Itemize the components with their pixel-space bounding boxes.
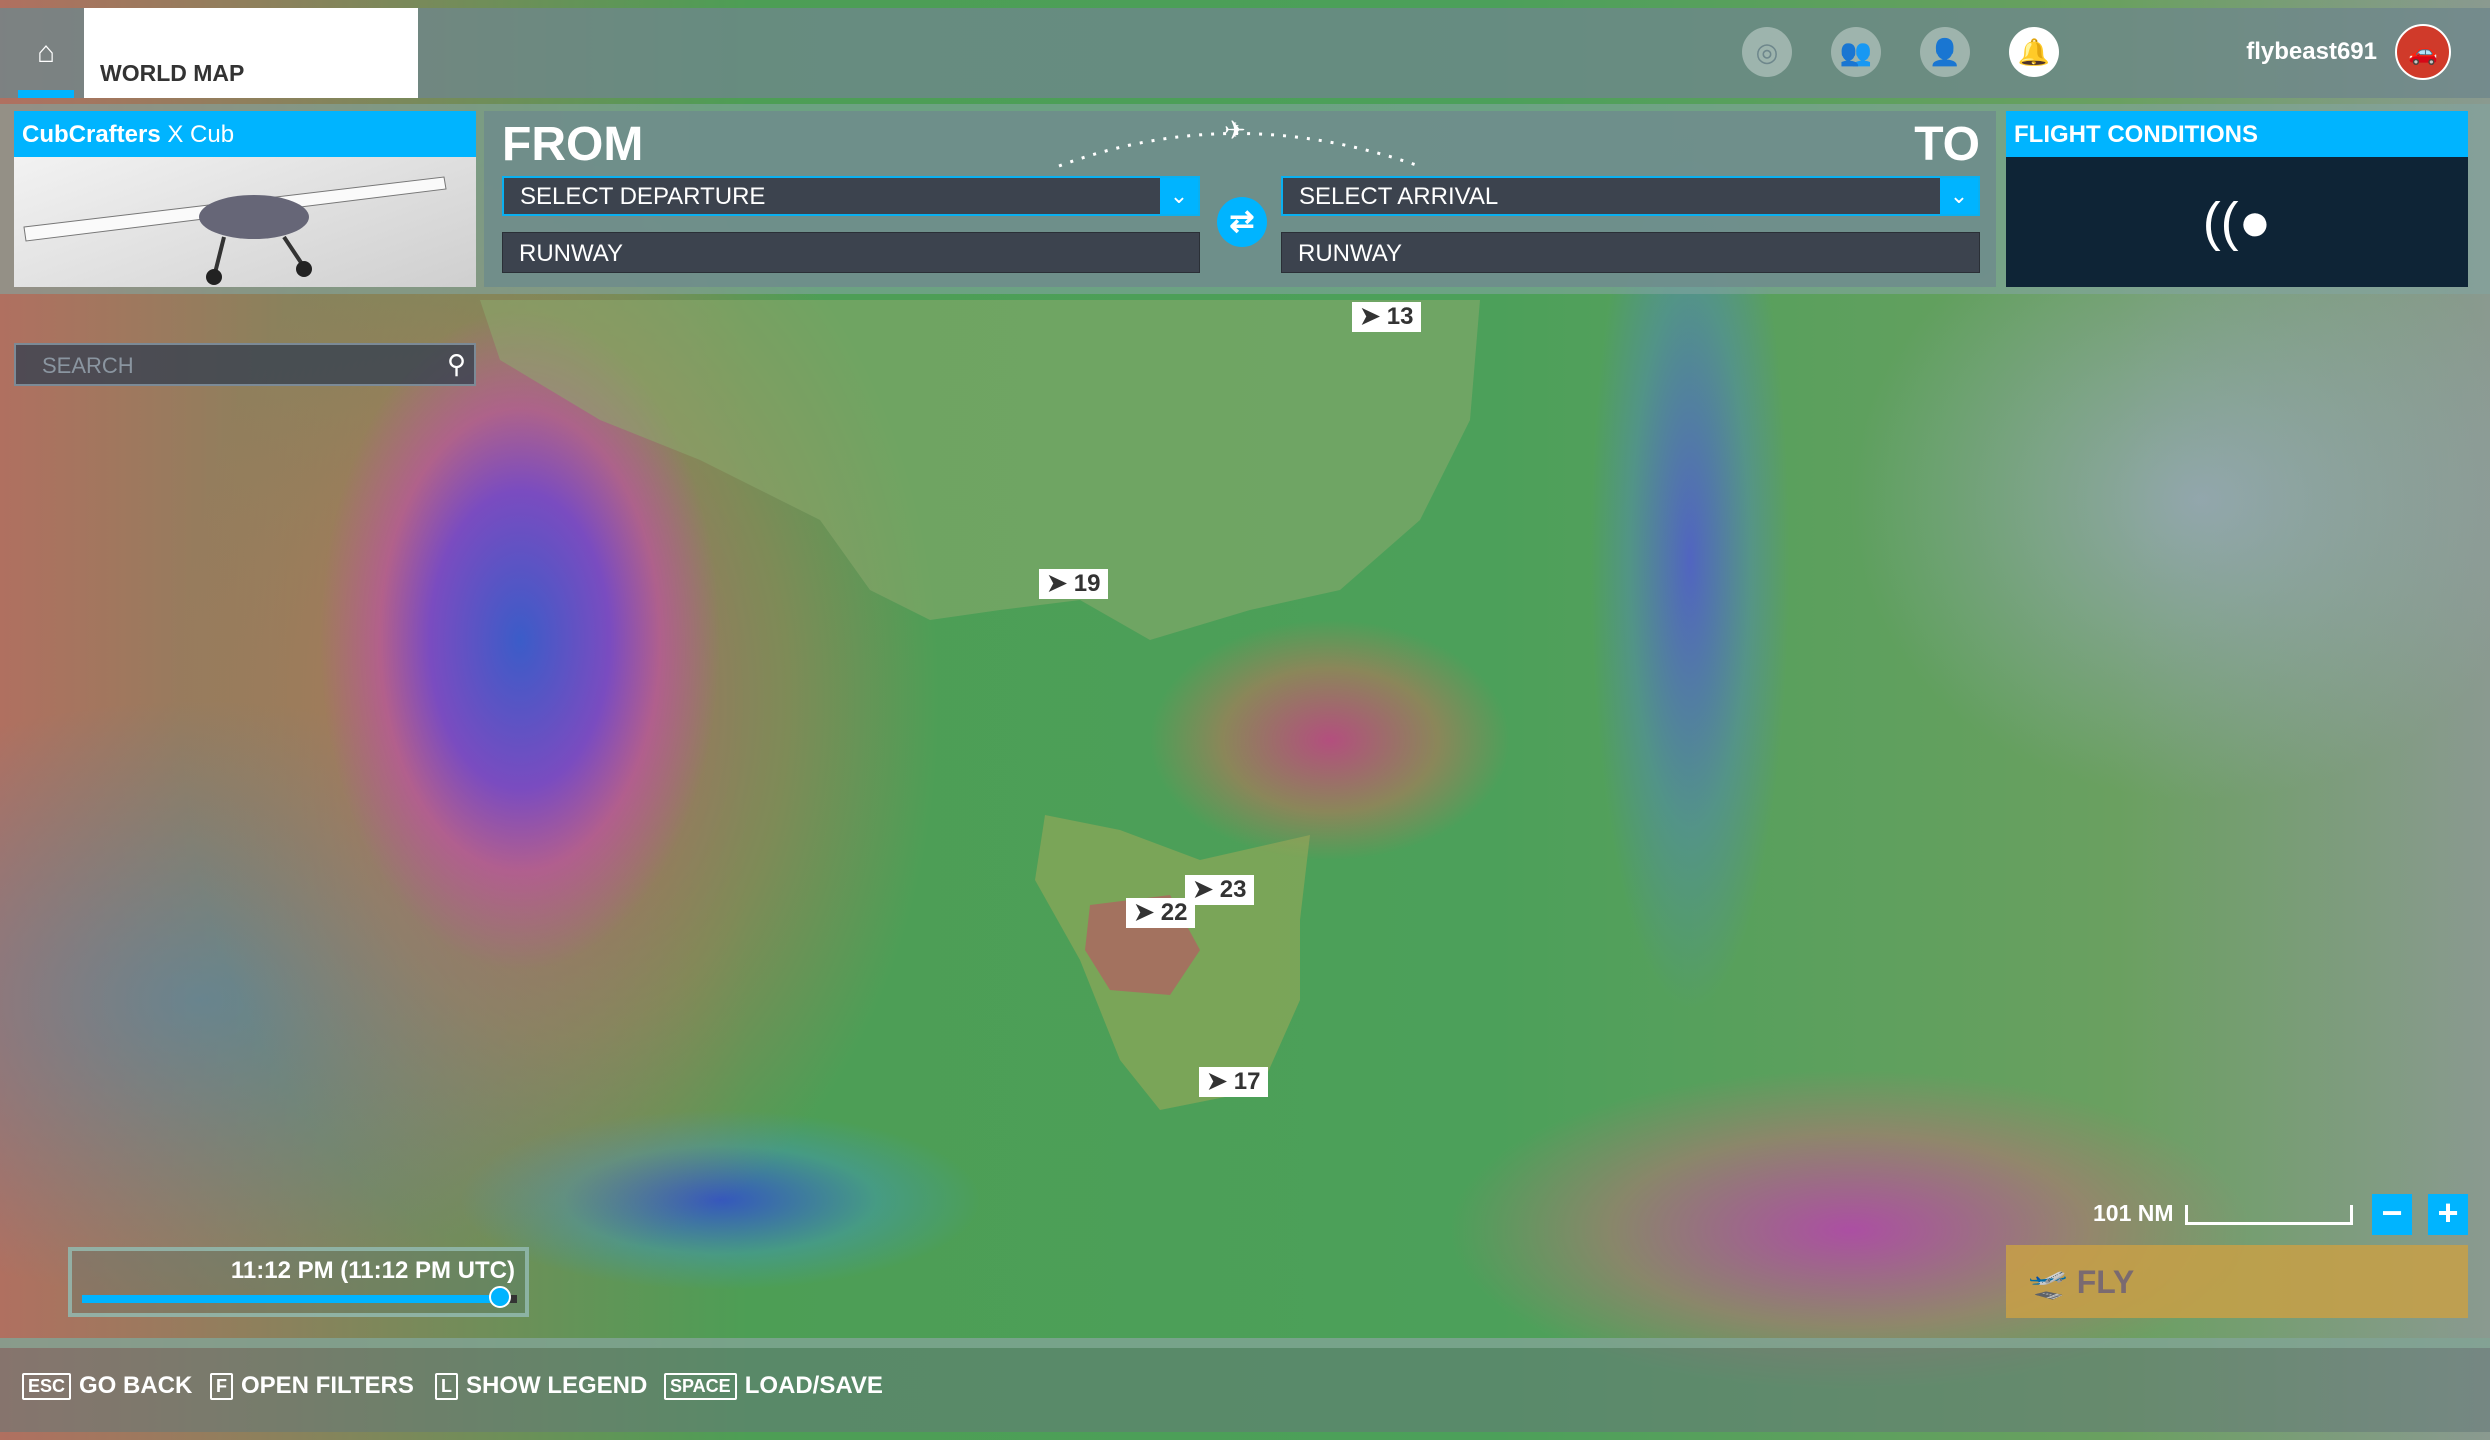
airport-marker[interactable]: ➤ 23 bbox=[1185, 875, 1255, 905]
time-slider[interactable] bbox=[82, 1286, 517, 1308]
search-placeholder: SEARCH bbox=[42, 353, 134, 378]
departure-runway-field[interactable]: RUNWAY bbox=[502, 232, 1200, 273]
notifications-icon[interactable]: 🔔 bbox=[2009, 27, 2059, 77]
bottom-bar bbox=[0, 1338, 2490, 1432]
key-badge: SPACE bbox=[664, 1372, 737, 1400]
route-arc-icon: ✈ bbox=[1058, 115, 1420, 168]
tab-world-map[interactable]: WORLD MAP bbox=[84, 8, 418, 98]
profile-icon[interactable]: 👤 bbox=[1920, 27, 1970, 77]
zoom-out-button[interactable]: − bbox=[2372, 1194, 2412, 1235]
key-badge: ESC bbox=[22, 1372, 72, 1400]
active-indicator bbox=[18, 90, 74, 98]
key-badge: F bbox=[210, 1372, 233, 1400]
marker-count: 19 bbox=[1073, 570, 1101, 597]
map-scale-label: 101 NM bbox=[2093, 1200, 2174, 1226]
zoom-in-button[interactable]: + bbox=[2428, 1194, 2468, 1235]
avatar[interactable]: 🚗 bbox=[2395, 24, 2451, 80]
departure-select[interactable]: SELECT DEPARTURE ⌄ bbox=[502, 176, 1200, 216]
search-input[interactable]: SEARCH ⚲ bbox=[14, 343, 476, 386]
from-label: FROM bbox=[502, 118, 644, 171]
username[interactable]: flybeast691 bbox=[2246, 38, 2377, 65]
hint-load-save[interactable]: SPACE LOAD/SAVE bbox=[664, 1372, 883, 1400]
hint-go-back[interactable]: ESC GO BACK bbox=[22, 1372, 192, 1400]
departure-value: SELECT DEPARTURE bbox=[520, 183, 766, 210]
home-icon: ⌂ bbox=[36, 36, 56, 69]
aircraft-card[interactable]: CubCrafters X Cub bbox=[14, 111, 476, 287]
chevron-down-icon[interactable]: ⌄ bbox=[1160, 178, 1198, 214]
search-icon[interactable]: ⚲ bbox=[446, 349, 466, 379]
hint-label: SHOW LEGEND bbox=[466, 1372, 648, 1399]
hint-label: GO BACK bbox=[79, 1372, 193, 1399]
friends-icon[interactable]: 👥 bbox=[1831, 27, 1881, 77]
flight-conditions-title: FLIGHT CONDITIONS bbox=[2006, 111, 2468, 157]
time-slider-fill bbox=[82, 1295, 500, 1303]
aircraft-model: X Cub bbox=[167, 121, 235, 148]
marker-count: 17 bbox=[1233, 1068, 1261, 1095]
hint-label: LOAD/SAVE bbox=[744, 1372, 883, 1399]
aircraft-image bbox=[14, 157, 476, 287]
arrival-value: SELECT ARRIVAL bbox=[1299, 183, 1499, 210]
home-tab[interactable]: ⌂ bbox=[8, 8, 84, 98]
map-scale-bar bbox=[2185, 1205, 2353, 1225]
fly-button[interactable]: 🛫 FLY bbox=[2006, 1245, 2468, 1318]
activity-icon[interactable]: ◎ bbox=[1742, 27, 1792, 77]
hint-label: OPEN FILTERS bbox=[241, 1372, 414, 1399]
flight-conditions-card[interactable]: FLIGHT CONDITIONS ((● bbox=[2006, 111, 2468, 287]
arrival-runway-field[interactable]: RUNWAY bbox=[1281, 232, 1980, 273]
time-control: 11:12 PM (11:12 PM UTC) bbox=[68, 1247, 529, 1317]
time-slider-handle[interactable] bbox=[488, 1286, 511, 1308]
hint-open-filters[interactable]: F OPEN FILTERS bbox=[210, 1372, 414, 1400]
airport-marker[interactable]: ➤ 17 bbox=[1199, 1067, 1269, 1097]
aircraft-brand: CubCrafters bbox=[22, 121, 161, 148]
marker-count: 13 bbox=[1386, 303, 1414, 330]
time-label: 11:12 PM (11:12 PM UTC) bbox=[230, 1257, 515, 1284]
airport-marker[interactable]: ➤ 13 bbox=[1352, 302, 1422, 332]
marker-count: 23 bbox=[1219, 876, 1247, 903]
key-badge: L bbox=[435, 1372, 458, 1400]
to-label: TO bbox=[1914, 118, 1980, 171]
hint-show-legend[interactable]: L SHOW LEGEND bbox=[435, 1372, 647, 1400]
mainland-landmass bbox=[480, 300, 1480, 640]
swap-icon[interactable]: ⇄ bbox=[1217, 197, 1267, 247]
weather-icon: ((● bbox=[2202, 192, 2272, 252]
airport-marker[interactable]: ➤ 22 bbox=[1126, 898, 1196, 928]
takeoff-icon: 🛫 bbox=[2028, 1264, 2068, 1300]
fly-label: FLY bbox=[2076, 1264, 2135, 1300]
chevron-down-icon[interactable]: ⌄ bbox=[1940, 178, 1978, 214]
airport-marker[interactable]: ➤ 19 bbox=[1039, 569, 1109, 599]
arrival-select[interactable]: SELECT ARRIVAL ⌄ bbox=[1281, 176, 1980, 216]
marker-count: 22 bbox=[1160, 899, 1188, 926]
svg-text:✈: ✈ bbox=[1224, 115, 1246, 145]
